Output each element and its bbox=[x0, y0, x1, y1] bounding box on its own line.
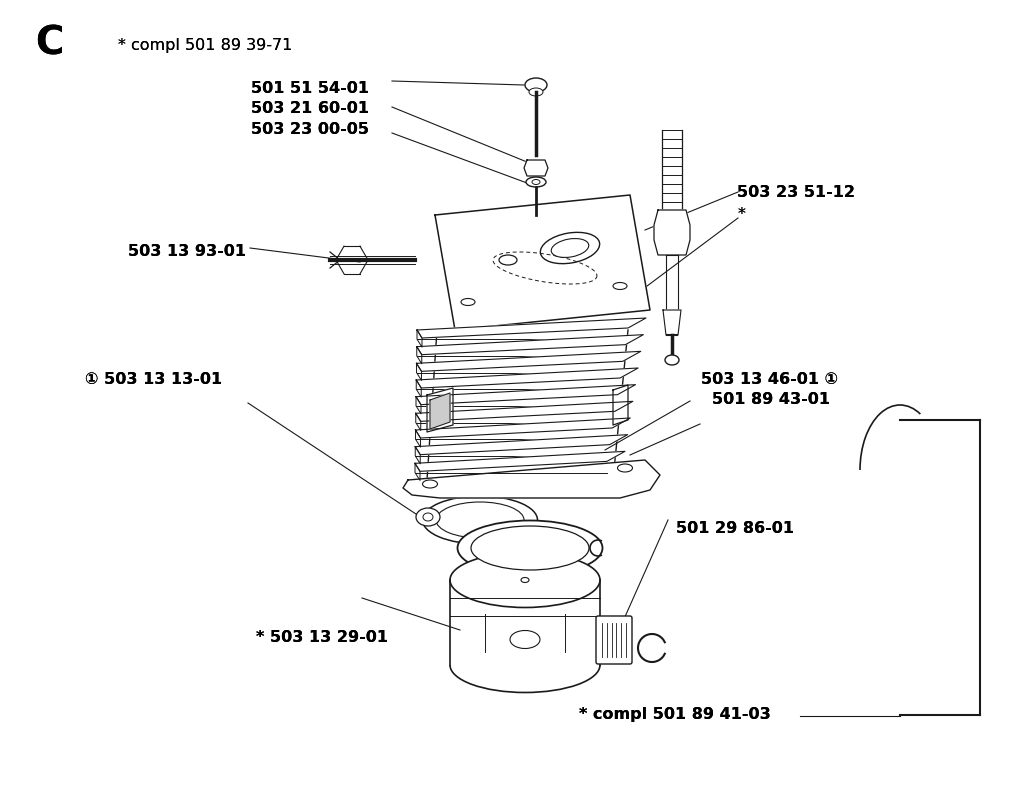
Polygon shape bbox=[415, 464, 420, 481]
Ellipse shape bbox=[665, 355, 679, 365]
Polygon shape bbox=[613, 385, 628, 425]
Ellipse shape bbox=[551, 238, 589, 257]
Text: 501 51 54-01: 501 51 54-01 bbox=[251, 80, 369, 96]
Text: ① 503 13 13-01: ① 503 13 13-01 bbox=[85, 371, 222, 387]
Ellipse shape bbox=[499, 255, 517, 265]
Text: *: * bbox=[737, 207, 745, 223]
Text: 501 51 54-01: 501 51 54-01 bbox=[251, 80, 369, 96]
Text: 501 89 43-01: 501 89 43-01 bbox=[712, 392, 829, 408]
Ellipse shape bbox=[525, 78, 547, 92]
Polygon shape bbox=[417, 330, 422, 347]
Polygon shape bbox=[416, 430, 421, 447]
Ellipse shape bbox=[541, 232, 600, 264]
Text: 501 29 86-01: 501 29 86-01 bbox=[676, 521, 794, 537]
Ellipse shape bbox=[510, 630, 540, 648]
Polygon shape bbox=[416, 401, 633, 421]
Polygon shape bbox=[417, 346, 422, 364]
Text: * 503 13 29-01: * 503 13 29-01 bbox=[256, 630, 388, 645]
Polygon shape bbox=[416, 380, 421, 397]
Ellipse shape bbox=[458, 520, 602, 575]
Ellipse shape bbox=[436, 502, 524, 538]
Polygon shape bbox=[416, 434, 628, 455]
Polygon shape bbox=[416, 418, 630, 438]
Text: 503 21 60-01: 503 21 60-01 bbox=[251, 101, 369, 116]
Polygon shape bbox=[416, 368, 638, 388]
Text: 503 13 93-01: 503 13 93-01 bbox=[128, 244, 246, 260]
Text: 501 29 86-01: 501 29 86-01 bbox=[676, 521, 794, 537]
Polygon shape bbox=[403, 460, 660, 498]
Polygon shape bbox=[430, 393, 450, 429]
Ellipse shape bbox=[423, 496, 538, 544]
Polygon shape bbox=[417, 318, 646, 338]
Polygon shape bbox=[654, 210, 690, 255]
Text: 503 23 00-05: 503 23 00-05 bbox=[251, 121, 369, 137]
Ellipse shape bbox=[613, 283, 627, 290]
Polygon shape bbox=[427, 388, 453, 432]
Text: 503 23 51-12: 503 23 51-12 bbox=[737, 185, 855, 201]
Ellipse shape bbox=[526, 177, 546, 187]
Text: * compl 501 89 39-71: * compl 501 89 39-71 bbox=[118, 38, 292, 54]
Text: 503 13 46-01 ①: 503 13 46-01 ① bbox=[701, 371, 839, 387]
Ellipse shape bbox=[529, 88, 543, 96]
Ellipse shape bbox=[471, 526, 589, 570]
Text: 501 89 43-01: 501 89 43-01 bbox=[712, 392, 829, 408]
Polygon shape bbox=[416, 385, 636, 405]
Ellipse shape bbox=[521, 578, 529, 582]
Text: 503 13 46-01 ①: 503 13 46-01 ① bbox=[701, 371, 839, 387]
Text: * 503 13 29-01: * 503 13 29-01 bbox=[256, 630, 388, 645]
Text: C: C bbox=[35, 24, 63, 62]
Ellipse shape bbox=[461, 298, 475, 305]
Polygon shape bbox=[416, 413, 421, 430]
Ellipse shape bbox=[416, 508, 440, 526]
Text: ① 503 13 13-01: ① 503 13 13-01 bbox=[85, 371, 222, 387]
Ellipse shape bbox=[423, 480, 437, 488]
Polygon shape bbox=[417, 334, 643, 355]
Polygon shape bbox=[435, 195, 650, 330]
Text: 503 13 93-01: 503 13 93-01 bbox=[128, 244, 246, 260]
Text: * compl 501 89 41-03: * compl 501 89 41-03 bbox=[579, 707, 770, 722]
Text: 503 21 60-01: 503 21 60-01 bbox=[251, 101, 369, 116]
Polygon shape bbox=[417, 364, 422, 380]
Text: * compl 501 89 41-03: * compl 501 89 41-03 bbox=[579, 707, 770, 722]
Text: C: C bbox=[35, 24, 63, 62]
Ellipse shape bbox=[423, 513, 433, 521]
Polygon shape bbox=[416, 397, 421, 414]
Polygon shape bbox=[417, 351, 641, 371]
Polygon shape bbox=[416, 447, 420, 464]
Text: 503 23 51-12: 503 23 51-12 bbox=[737, 185, 855, 201]
Text: 503 23 00-05: 503 23 00-05 bbox=[251, 121, 369, 137]
Polygon shape bbox=[415, 451, 625, 471]
Polygon shape bbox=[663, 310, 681, 335]
Text: * compl 501 89 39-71: * compl 501 89 39-71 bbox=[118, 38, 292, 54]
FancyBboxPatch shape bbox=[596, 616, 632, 664]
Ellipse shape bbox=[617, 464, 633, 472]
Ellipse shape bbox=[450, 552, 600, 608]
Text: *: * bbox=[737, 207, 745, 223]
Polygon shape bbox=[524, 160, 548, 176]
Ellipse shape bbox=[532, 179, 540, 184]
